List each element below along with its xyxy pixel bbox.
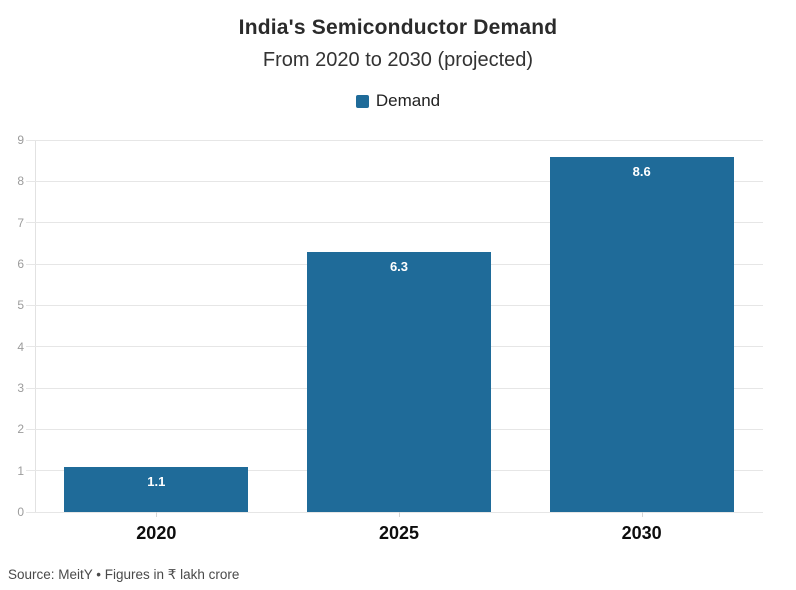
bar-2020: 1.1 — [64, 466, 249, 512]
y-axis-tick-label: 4 — [17, 339, 24, 354]
y-axis-tick-label: 2 — [17, 422, 24, 437]
y-axis-tick-label: 7 — [17, 215, 24, 230]
y-axis-tick-label: 8 — [17, 174, 24, 189]
gridline-y-9 — [26, 139, 763, 141]
y-axis-tick-label: 1 — [17, 463, 24, 478]
gridline-y-8 — [26, 180, 763, 182]
source-note: Source: MeitY • Figures in ₹ lakh crore — [8, 567, 240, 582]
bar-value-label: 6.3 — [389, 258, 409, 274]
legend-label: Demand — [375, 91, 441, 110]
legend: Demand — [0, 91, 796, 111]
chart-title: India's Semiconductor Demand — [238, 16, 558, 39]
bar-value-label: 1.1 — [147, 473, 166, 489]
y-axis-line — [35, 140, 36, 513]
legend-swatch-icon — [355, 94, 369, 108]
x-axis-tick — [399, 512, 400, 517]
y-axis-tick-label: 3 — [17, 381, 24, 395]
y-axis-tick-label: 5 — [17, 298, 24, 313]
gridline-y-7 — [26, 222, 763, 224]
x-axis-label-2030: 2030 — [621, 523, 662, 543]
x-axis-tick — [641, 512, 643, 517]
x-axis-label-2025: 2025 — [378, 523, 420, 543]
bar-2025: 6.3 — [307, 251, 491, 512]
y-axis-tick-label: 9 — [17, 133, 24, 147]
gridline-y-0 — [26, 511, 763, 513]
x-axis-label-2020: 2020 — [136, 523, 177, 543]
bar-2030: 8.6 — [549, 156, 734, 512]
x-axis-tick — [156, 512, 158, 517]
plot-area: 0 1 2 3 4 5 6 7 8 9 1.1 2020 6.3 2025 8.6 2030 — [17, 134, 763, 543]
bar-value-label: 8.6 — [632, 163, 651, 179]
y-axis-tick-label: 0 — [17, 505, 24, 519]
y-axis-tick-label: 6 — [17, 257, 24, 271]
chart-subtitle: From 2020 to 2030 (projected) — [262, 49, 534, 71]
